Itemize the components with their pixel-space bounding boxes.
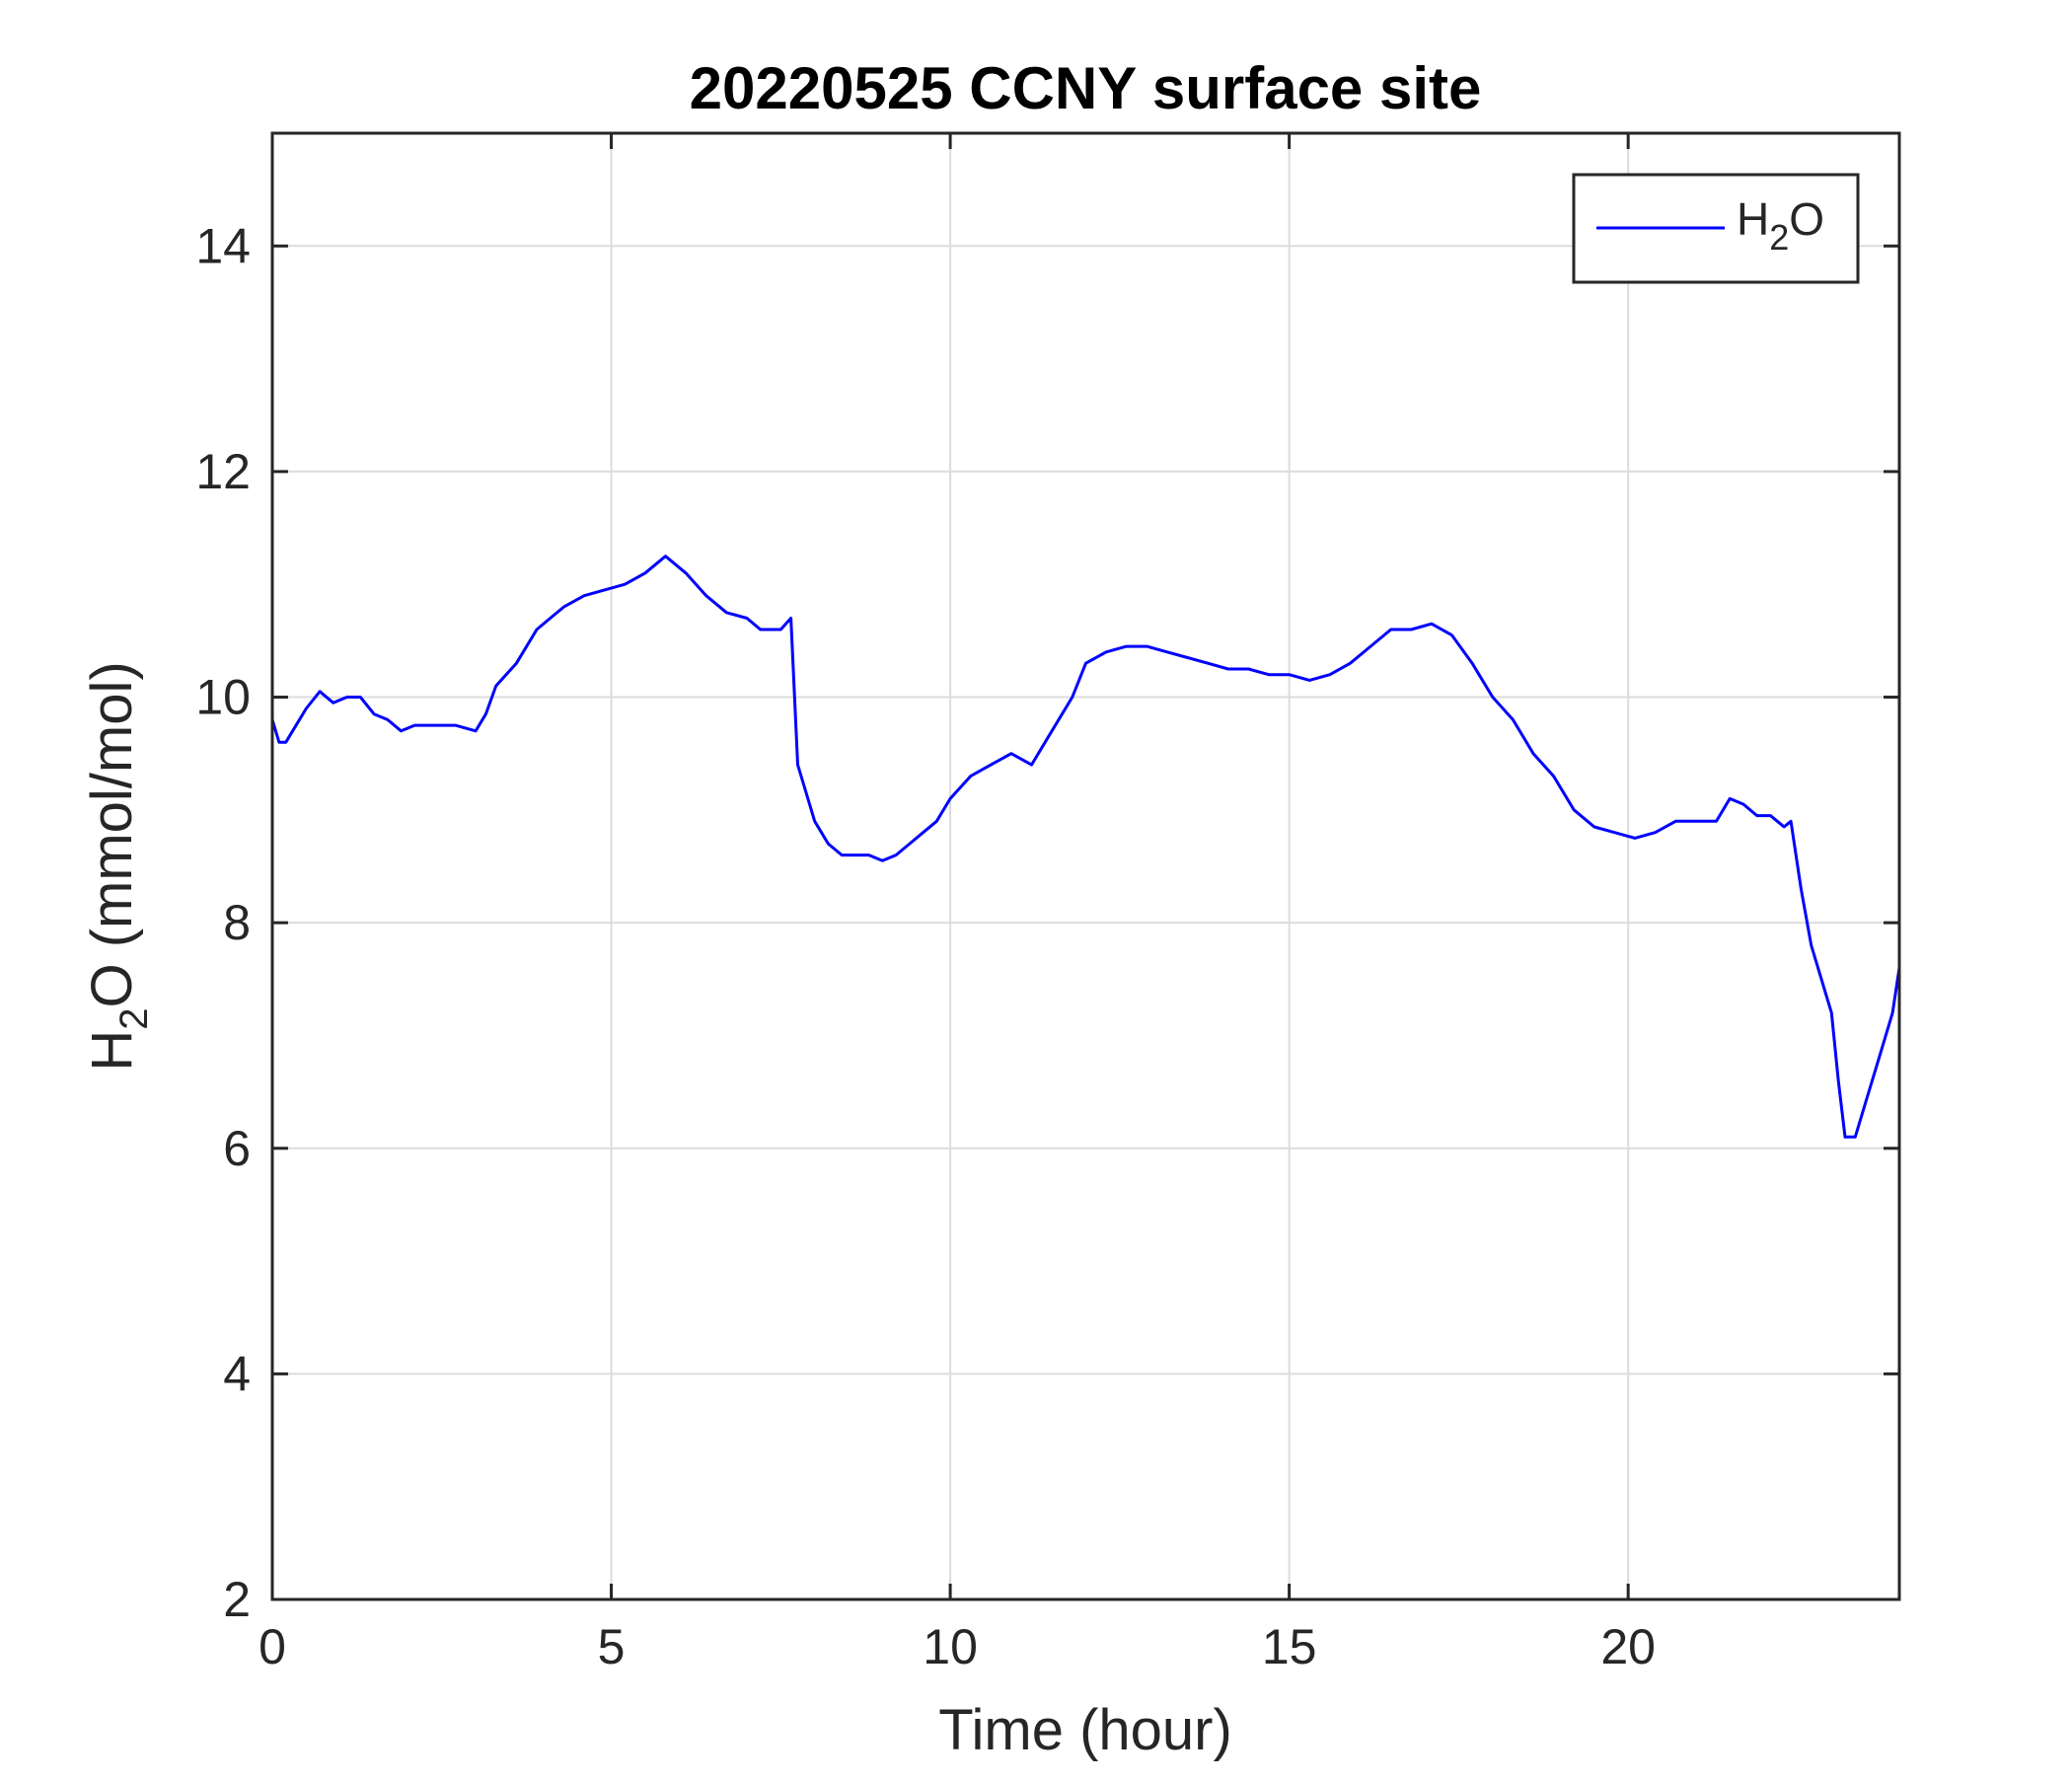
legend-label-h: H bbox=[1737, 193, 1769, 245]
x-axis-label: Time (hour) bbox=[938, 1698, 1232, 1762]
series-line-0 bbox=[270, 555, 1901, 1139]
y-tick-label: 10 bbox=[195, 670, 251, 725]
x-tick-label: 10 bbox=[923, 1619, 978, 1674]
legend-label: H2O bbox=[1737, 193, 1824, 258]
x-tick-label: 0 bbox=[259, 1619, 286, 1674]
axes-box bbox=[270, 131, 1901, 1601]
x-tick-label: 5 bbox=[598, 1619, 626, 1674]
y-tick-label: 8 bbox=[223, 895, 251, 950]
legend-label-o: O bbox=[1789, 193, 1824, 245]
x-tick-label: 20 bbox=[1600, 1619, 1656, 1674]
x-tick-label: 15 bbox=[1262, 1619, 1317, 1674]
y-axis-label-subscript: 2 bbox=[112, 1008, 156, 1030]
ticks: 0 5 10 15 20 2 4 6 8 10 12 14 bbox=[195, 133, 1899, 1674]
legend: H2O bbox=[1572, 173, 1860, 284]
y-tick-label: 6 bbox=[223, 1121, 251, 1176]
y-tick-label: 12 bbox=[195, 444, 251, 499]
y-tick-label: 14 bbox=[195, 218, 251, 273]
y-axis-label-h: H bbox=[80, 1030, 144, 1072]
plot-lines bbox=[270, 555, 1901, 1139]
y-axis-label: H2O (mmol/mol) bbox=[80, 661, 156, 1071]
y-tick-label: 2 bbox=[223, 1572, 251, 1627]
y-axis-label-rest: O (mmol/mol) bbox=[80, 661, 144, 1007]
chart-title: 20220525 CCNY surface site bbox=[690, 55, 1482, 121]
legend-label-subscript: 2 bbox=[1769, 217, 1789, 258]
y-tick-label: 4 bbox=[223, 1346, 251, 1401]
